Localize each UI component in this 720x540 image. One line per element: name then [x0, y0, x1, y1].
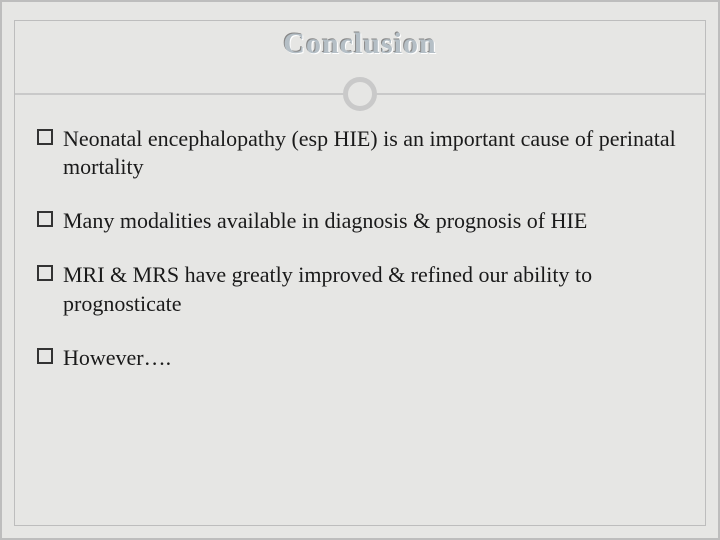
slide-inner: Conclusion Neonatal encephalopathy (esp … — [14, 20, 706, 526]
title-divider — [37, 77, 683, 113]
square-bullet-icon — [37, 129, 53, 145]
square-bullet-icon — [37, 211, 53, 227]
divider-circle-icon — [343, 77, 377, 111]
slide: Conclusion Neonatal encephalopathy (esp … — [0, 0, 720, 540]
slide-title: Conclusion — [37, 27, 683, 61]
bullet-text: However…. — [63, 345, 171, 370]
bullet-text: Neonatal encephalopathy (esp HIE) is an … — [63, 126, 676, 179]
bullet-text: MRI & MRS have greatly improved & refine… — [63, 262, 592, 315]
list-item: Neonatal encephalopathy (esp HIE) is an … — [37, 125, 683, 181]
bullet-list: Neonatal encephalopathy (esp HIE) is an … — [37, 125, 683, 372]
square-bullet-icon — [37, 348, 53, 364]
list-item: However…. — [37, 344, 683, 372]
bullet-text: Many modalities available in diagnosis &… — [63, 208, 587, 233]
list-item: Many modalities available in diagnosis &… — [37, 207, 683, 235]
square-bullet-icon — [37, 265, 53, 281]
list-item: MRI & MRS have greatly improved & refine… — [37, 261, 683, 317]
